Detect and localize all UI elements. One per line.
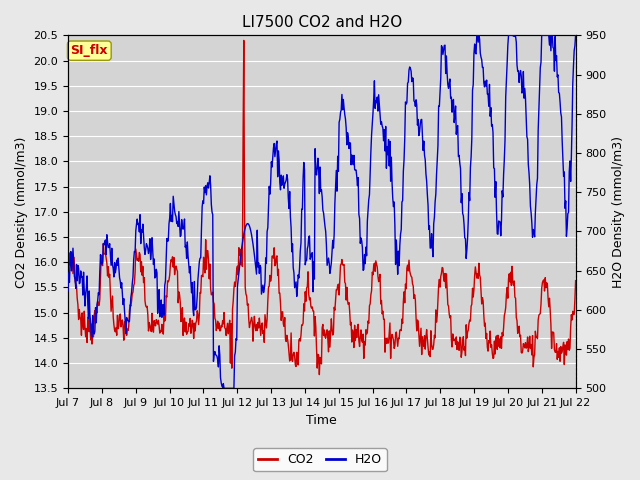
Y-axis label: CO2 Density (mmol/m3): CO2 Density (mmol/m3) [15, 136, 28, 288]
X-axis label: Time: Time [307, 414, 337, 427]
Legend: CO2, H2O: CO2, H2O [253, 448, 387, 471]
Text: SI_flx: SI_flx [70, 44, 108, 57]
Y-axis label: H2O Density (mmol/m3): H2O Density (mmol/m3) [612, 136, 625, 288]
Title: LI7500 CO2 and H2O: LI7500 CO2 and H2O [242, 15, 402, 30]
